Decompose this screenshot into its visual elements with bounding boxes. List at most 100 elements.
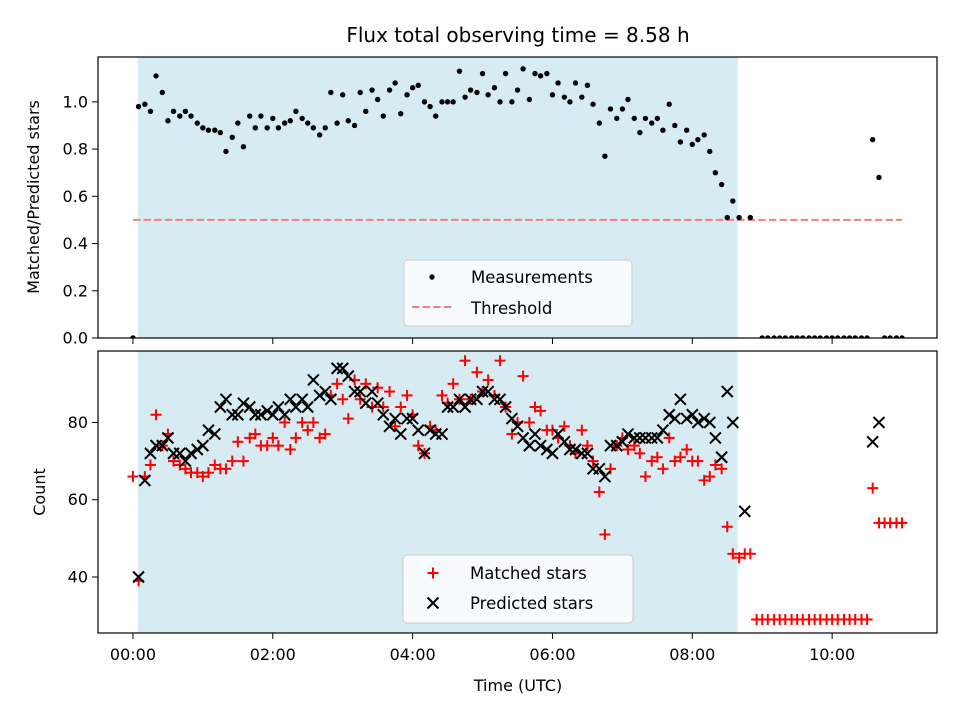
matched-point-102 <box>721 521 733 533</box>
measurement-point-79 <box>590 101 596 107</box>
measurement-point-68 <box>526 96 533 103</box>
matched-point-85 <box>622 444 634 456</box>
predicted-point-39 <box>359 396 372 410</box>
measurement-point-121 <box>846 335 853 338</box>
x-tick-label-0: 00:00 <box>110 645 156 664</box>
matched-point-88 <box>639 471 651 483</box>
measurement-point-36 <box>340 92 346 98</box>
predicted-point-55-b <box>453 393 466 406</box>
predicted-point-19-b <box>243 400 256 414</box>
measurement-point-107 <box>765 335 771 338</box>
x-tick-label-5: 10:00 <box>809 645 855 664</box>
measurement-point-6 <box>165 118 171 124</box>
measurement-point-7 <box>170 108 177 115</box>
measurement-point-15 <box>217 129 224 136</box>
measurement-point-108 <box>771 335 777 338</box>
measurement-point-8 <box>177 113 183 119</box>
measurement-point-39 <box>357 89 363 96</box>
matched-point-82 <box>604 463 616 475</box>
predicted-point-93-b <box>674 393 687 406</box>
measurement-point-76 <box>572 80 579 86</box>
measurement-point-115 <box>811 335 818 338</box>
matched-point-29 <box>296 416 308 428</box>
measurement-point-94 <box>677 139 684 145</box>
matched-point-80 <box>593 486 605 498</box>
measurement-point-80 <box>596 120 603 126</box>
predicted-point-95 <box>686 408 699 421</box>
matched-point-81 <box>599 528 611 540</box>
measurement-point-110 <box>782 335 788 338</box>
measurement-point-123 <box>858 335 865 338</box>
measurement-point-38 <box>351 122 358 129</box>
measurement-point-69 <box>532 70 538 77</box>
predicted-point-84 <box>621 427 635 441</box>
measurement-point-97 <box>695 136 701 143</box>
predicted-point-53 <box>441 400 454 414</box>
predicted-point-27 <box>289 400 303 414</box>
predicted-point-56-b <box>458 400 472 414</box>
predicted-point-2-b <box>144 447 157 460</box>
measurement-point-103 <box>730 198 736 204</box>
measurement-point-96 <box>689 141 695 148</box>
measurement-point-5 <box>159 89 166 96</box>
predicted-point-1 <box>138 474 152 487</box>
predicted-point-8-b <box>179 454 192 468</box>
predicted-point-92-b <box>668 412 682 425</box>
measurement-point-14 <box>212 127 218 133</box>
bottom-plot-area <box>127 355 908 625</box>
measurement-point-17 <box>229 134 235 140</box>
predicted-point-61-b <box>488 393 501 406</box>
measurement-point-43 <box>380 113 386 119</box>
measurement-point-93 <box>672 122 678 129</box>
matched-point-24 <box>267 432 279 444</box>
measurement-point-100 <box>712 170 719 176</box>
matched-point-77 <box>576 424 588 436</box>
matched-point-23 <box>261 440 273 452</box>
measurement-point-19 <box>240 144 247 150</box>
x-tick-label-1: 02:00 <box>250 645 296 664</box>
predicted-point-47-b <box>406 412 419 425</box>
predicted-point-67-b <box>523 439 536 452</box>
bottom-legend-box <box>402 554 634 624</box>
matched-point-21 <box>249 428 261 440</box>
matched-point-45 <box>389 420 401 432</box>
measurement-point-54 <box>444 99 451 105</box>
predicted-point-48 <box>412 423 425 437</box>
matched-point-43 <box>377 401 389 413</box>
predicted-point-63-b <box>499 400 512 414</box>
matched-point-68 <box>523 416 535 428</box>
predicted-point-40 <box>365 385 379 398</box>
measurement-point-37 <box>345 118 352 124</box>
predicted-point-86-b <box>633 431 647 445</box>
matched-point-9 <box>179 463 191 475</box>
predicted-point-90-b <box>656 423 670 437</box>
predicted-point-69 <box>534 439 547 452</box>
top-y-axis-label: Matched/Predicted stars <box>24 100 43 294</box>
measurement-point-30 <box>305 120 311 126</box>
matched-point-63 <box>494 355 506 367</box>
measurement-point-101 <box>718 181 725 188</box>
measurement-point-129 <box>893 335 900 338</box>
measurement-point-22 <box>258 113 264 119</box>
matched-point-90 <box>651 451 663 463</box>
predicted-point-85 <box>628 431 641 445</box>
predicted-point-10-b <box>191 443 204 456</box>
matched-point-72 <box>546 424 558 436</box>
predicted-point-100-b <box>715 451 728 464</box>
measurement-point-64 <box>502 70 509 77</box>
predicted-point-101-b <box>721 385 734 398</box>
predicted-point-72 <box>551 427 565 441</box>
predicted-point-43-b <box>383 420 396 433</box>
matched-point-18 <box>232 436 244 448</box>
predicted-point-15 <box>219 393 233 406</box>
measurement-point-41 <box>369 87 375 93</box>
predicted-point-50 <box>423 423 437 437</box>
predicted-point-58-b <box>470 393 484 406</box>
measurement-point-20 <box>247 113 253 119</box>
measurement-point-84 <box>619 106 626 112</box>
predicted-point-91 <box>663 408 676 421</box>
measurement-point-33 <box>322 125 328 131</box>
predicted-point-34 <box>330 362 344 375</box>
predicted-point-84-b <box>621 427 635 441</box>
